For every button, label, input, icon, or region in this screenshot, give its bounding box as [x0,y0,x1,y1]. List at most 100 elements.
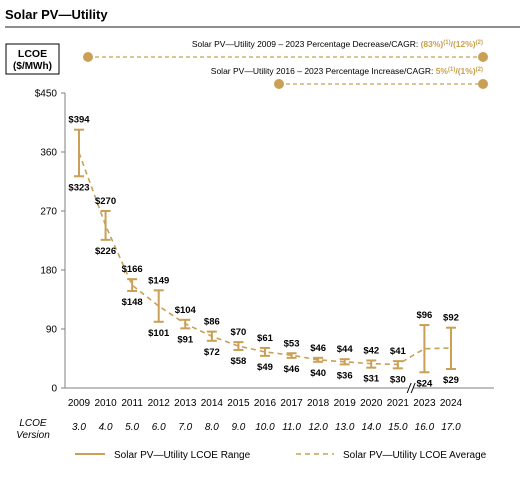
high-value-label: $42 [363,345,379,356]
range-bar-2021 [392,360,403,370]
version-label: 3.0 [72,422,86,433]
x-tick-label: 2020 [360,398,383,409]
low-value-label: $91 [177,334,194,345]
y-tick-label: 180 [40,266,57,277]
annotation-endpoint-dot [478,79,488,89]
annotation-endpoint-dot [478,52,488,62]
high-value-label: $394 [68,115,90,126]
x-tick-label: 2012 [148,398,171,409]
annotation-v2: (1%) [458,66,476,76]
high-value-label: $41 [390,346,407,357]
range-bar-2010 [100,210,111,241]
low-value-label: $24 [416,378,433,389]
x-tick-label: 2023 [413,398,436,409]
axis-layer: 0 90 180 270 360 $450 2009 3.0 2010 4.0 2011 5.0 201… [16,89,494,441]
range-bar-2024 [445,326,456,370]
legend: Solar PV—Utility LCOE Range Solar PV—Util… [75,450,487,461]
annotation-v1: 5% [436,66,449,76]
annotation-endpoint-dot [83,52,93,62]
legend-range-label: Solar PV—Utility LCOE Range [114,450,251,461]
low-value-label: $148 [122,297,143,308]
version-label: 11.0 [282,422,301,433]
annotation-s2: (2) [476,40,483,46]
version-label: 15.0 [388,422,408,433]
version-label: 9.0 [231,422,245,433]
range-bar-2018 [313,356,324,363]
low-value-label: $40 [310,368,326,379]
annotation-text: Solar PV—Utility 2009 – 2023 Percentage … [192,39,421,49]
value-label-layer: $394 $323 $270 $226 $166 $148 $149 $101 $104 $91 $… [68,115,458,390]
high-value-label: $149 [148,275,169,286]
x-tick-label: 2019 [334,398,357,409]
version-label: 5.0 [125,422,139,433]
annotation-s1: (1) [443,40,450,46]
low-value-label: $49 [257,362,273,373]
y-tick-label: 270 [40,207,57,218]
x-tick-label: 2016 [254,398,277,409]
version-label: 17.0 [441,422,461,433]
version-label: 7.0 [178,422,192,433]
low-value-label: $226 [95,246,116,257]
x-tick-label: 2010 [94,398,117,409]
x-tick-label: 2018 [307,398,330,409]
x-tick-label: 2021 [387,398,410,409]
low-value-label: $29 [443,375,459,386]
high-value-label: $70 [230,327,246,338]
annotation-text: Solar PV—Utility 2016 – 2023 Percentage … [211,66,436,76]
range-bar-2015 [233,341,244,351]
range-bar-2020 [366,359,377,369]
low-value-label: $46 [284,364,300,375]
range-bar-2023 [419,324,430,374]
high-value-label: $46 [310,343,326,354]
annotation-sep: / [455,66,458,76]
high-value-label: $96 [416,310,432,321]
low-value-label: $36 [337,370,353,381]
x-tick-label: 2014 [201,398,224,409]
version-axis-label-line2: Version [16,430,50,441]
version-label: 6.0 [152,422,166,433]
version-label: 12.0 [308,422,328,433]
ylabel-box [5,43,60,75]
high-value-label: $92 [443,313,459,324]
range-bar-2011 [127,278,138,292]
ylabel-line2: ($/MWh) [13,61,52,72]
version-label: 16.0 [415,422,435,433]
version-label: 10.0 [255,422,275,433]
high-value-label: $166 [122,264,143,275]
low-value-label: $323 [68,182,89,193]
range-layer [74,128,456,374]
range-bar-2019 [339,358,350,366]
version-label: 8.0 [205,422,219,433]
axis-break-slash [410,382,416,394]
legend-average-label: Solar PV—Utility LCOE Average [343,450,487,461]
high-value-label: $270 [95,196,116,207]
axis-break-slash [406,382,412,394]
range-bar-2016 [259,347,270,357]
low-value-label: $72 [204,347,220,358]
ylabel-line1: LCOE [18,48,47,60]
y-tick-label: $450 [35,89,58,100]
range-bar-2013 [180,318,191,330]
annotation-endpoint-dot [274,79,284,89]
x-tick-label: 2009 [68,398,91,409]
version-label: 14.0 [362,422,382,433]
annotation-text: Solar PV—Utility 2009 – 2023 Percentage … [192,39,483,49]
version-axis-label-line1: LCOE [19,418,47,429]
range-bar-2014 [206,330,217,342]
x-tick-label: 2013 [174,398,197,409]
annotation-sep: / [451,39,454,49]
low-value-label: $58 [230,356,246,367]
high-value-label: $53 [284,338,300,349]
low-value-label: $101 [148,328,170,339]
low-value-label: $30 [390,374,406,385]
high-value-label: $61 [257,333,274,344]
x-tick-label: 2011 [121,398,143,409]
chart-title: Solar PV—Utility [5,7,108,22]
axis-break-gap [408,383,414,393]
version-label: 13.0 [335,422,355,433]
high-value-label: $104 [175,305,197,316]
annotation-v1: (83%) [421,39,444,49]
average-series-line [78,152,452,366]
y-tick-label: 360 [40,148,57,159]
